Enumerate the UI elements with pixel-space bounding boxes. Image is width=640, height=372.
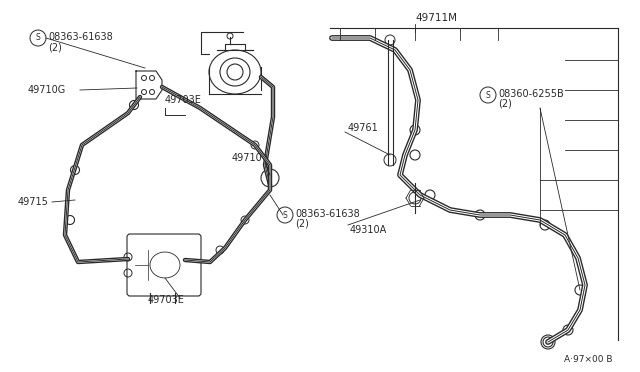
Text: 08363-61638: 08363-61638	[295, 209, 360, 219]
Text: (2): (2)	[498, 99, 512, 109]
Text: 08363-61638: 08363-61638	[48, 32, 113, 42]
Text: S: S	[36, 33, 40, 42]
Text: 49310A: 49310A	[350, 225, 387, 235]
Text: 08360-6255B: 08360-6255B	[498, 89, 564, 99]
Text: S: S	[283, 211, 287, 219]
Text: 49710G: 49710G	[28, 85, 67, 95]
Text: (2): (2)	[295, 219, 309, 229]
Text: 49711M: 49711M	[415, 13, 457, 23]
Text: 49703E: 49703E	[165, 95, 202, 105]
Text: A·97×00 B: A·97×00 B	[563, 356, 612, 365]
Text: 49761: 49761	[348, 123, 379, 133]
Text: 49703E: 49703E	[148, 295, 185, 305]
Text: S: S	[486, 90, 490, 99]
Text: 49715: 49715	[18, 197, 49, 207]
Text: 49710: 49710	[232, 153, 263, 163]
Text: (2): (2)	[48, 42, 62, 52]
